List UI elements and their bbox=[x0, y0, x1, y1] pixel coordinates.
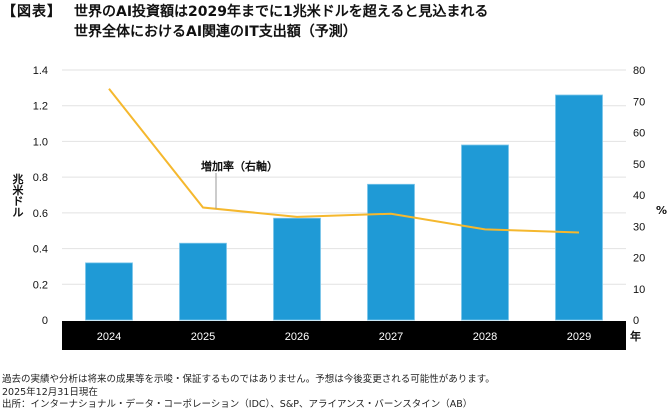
right-axis-label: % bbox=[656, 204, 668, 217]
x-axis-band: 2024 2025 2026 2027 2028 2029 bbox=[62, 321, 626, 350]
bar-series bbox=[85, 94, 603, 321]
chart-headline: 世界のAI投資額は2029年までに1兆米ドルを超えると見込まれる bbox=[74, 4, 489, 20]
bar-2026 bbox=[273, 217, 321, 321]
disclaimer-text: 過去の実績や分析は将来の成果等を示唆・保証するものではありません。予想は今後変更… bbox=[2, 374, 495, 385]
right-tick-label: 30 bbox=[633, 221, 645, 233]
bar-2025 bbox=[179, 242, 227, 321]
right-tick-label: 50 bbox=[633, 159, 645, 171]
right-tick-label: 80 bbox=[633, 65, 645, 77]
right-tick-label: 0 bbox=[633, 315, 639, 327]
left-tick-label: 1.0 bbox=[33, 136, 48, 148]
as-of-date: 2025年12月31日現在 bbox=[2, 386, 98, 398]
bar-2028 bbox=[461, 144, 509, 321]
left-tick-label: 0.2 bbox=[33, 279, 48, 291]
x-tick-label: 2025 bbox=[191, 331, 215, 343]
x-axis-unit-label: 年 bbox=[630, 330, 641, 343]
right-tick-label: 40 bbox=[633, 190, 645, 202]
bar-2024 bbox=[85, 262, 133, 321]
x-tick-label: 2026 bbox=[285, 331, 309, 343]
x-tick-label: 2028 bbox=[473, 331, 497, 343]
x-axis-background bbox=[62, 321, 626, 350]
right-tick-label: 20 bbox=[633, 253, 645, 265]
left-axis-label: 兆米ドル bbox=[12, 173, 24, 219]
left-tick-label: 0.6 bbox=[33, 208, 48, 220]
chart-subtitle: 世界全体におけるAI関連のIT支出額（予測） bbox=[74, 24, 357, 40]
annotation-label: 増加率（右軸） bbox=[201, 159, 278, 173]
x-tick-label: 2027 bbox=[379, 331, 403, 343]
left-tick-label: 0 bbox=[42, 315, 48, 327]
bar-2029 bbox=[555, 94, 603, 321]
footer-notes: 過去の実績や分析は将来の成果等を示唆・保証するものではありません。予想は今後変更… bbox=[2, 374, 495, 412]
gridlines bbox=[62, 69, 626, 285]
right-tick-label: 70 bbox=[633, 96, 645, 108]
right-axis-ticks: 0 10 20 30 40 50 60 70 80 bbox=[633, 65, 645, 327]
left-tick-label: 1.2 bbox=[33, 101, 48, 113]
line-annotation: 増加率（右軸） bbox=[201, 159, 278, 209]
left-tick-label: 1.4 bbox=[33, 65, 48, 77]
bar-2027 bbox=[367, 183, 415, 321]
figure-tag: 【図表】 bbox=[2, 4, 62, 20]
left-axis-ticks: 0 0.2 0.4 0.6 0.8 1.0 1.2 1.4 bbox=[33, 65, 48, 327]
source-text: 出所：インターナショナル・データ・コーポレーション（IDC）、S&P、アライアン… bbox=[2, 399, 473, 410]
x-tick-label: 2024 bbox=[97, 331, 121, 343]
growth-line-series bbox=[108, 88, 580, 234]
x-tick-label: 2029 bbox=[567, 331, 591, 343]
left-tick-label: 0.8 bbox=[33, 172, 48, 184]
right-tick-label: 10 bbox=[633, 284, 645, 296]
left-tick-label: 0.4 bbox=[33, 244, 48, 256]
right-tick-label: 60 bbox=[633, 128, 645, 140]
growth-rate-line bbox=[108, 88, 580, 234]
